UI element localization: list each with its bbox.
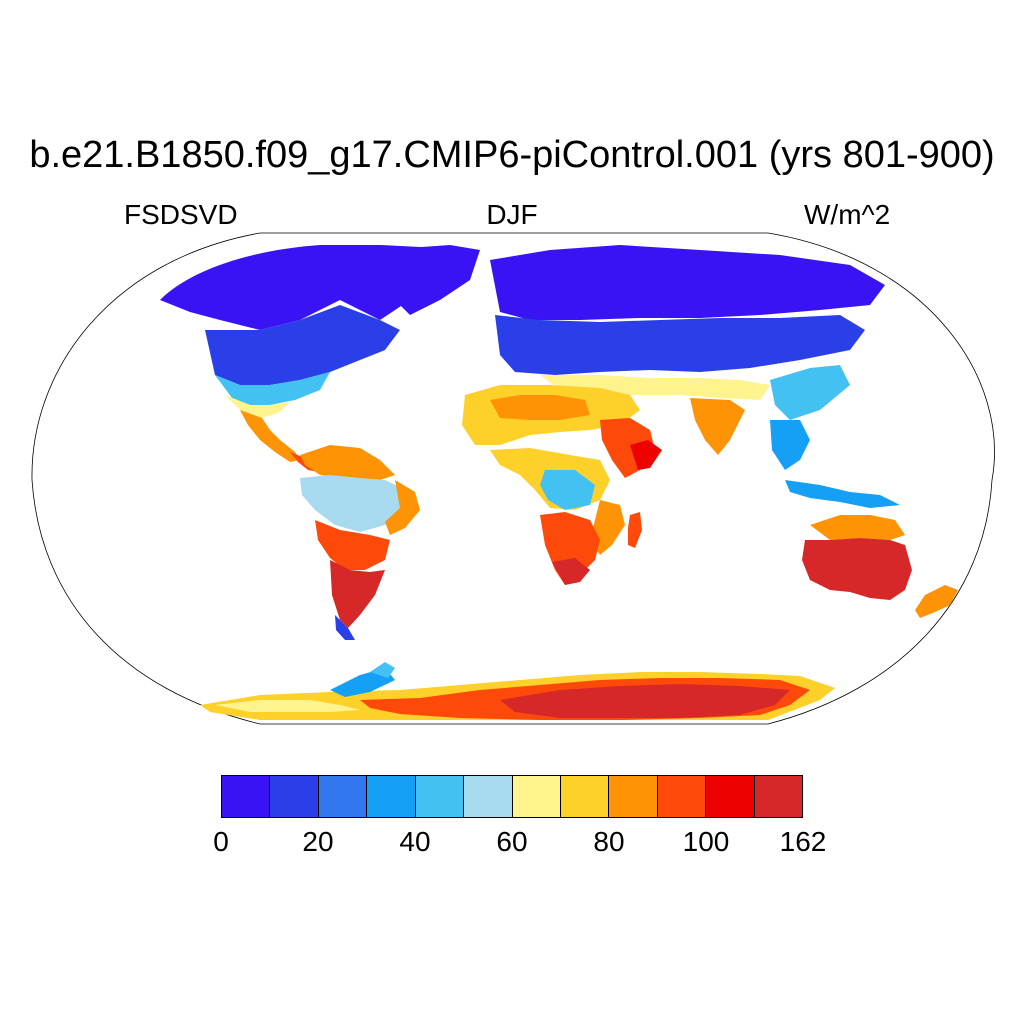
antarctic-peninsula: [330, 668, 395, 697]
units-label: W/m^2: [804, 199, 891, 230]
new-zealand: [915, 585, 958, 618]
colorbar-box: [270, 776, 319, 817]
colorbar-box: [318, 776, 368, 817]
colorbar-box: [464, 776, 513, 817]
colorbar-box: [609, 776, 658, 817]
south-america-amazon: [300, 475, 410, 532]
colorbar-tick-label: 20: [302, 826, 334, 857]
sahara-core: [490, 395, 590, 420]
colorbar-tick-label: 40: [399, 826, 431, 857]
southeast-asia: [770, 420, 810, 470]
south-america-east: [385, 480, 420, 535]
north-america-south: [215, 372, 330, 405]
madagascar: [628, 512, 642, 548]
patagonia-tip: [335, 615, 355, 640]
east-asia: [770, 365, 850, 420]
colorbar-box: [415, 776, 465, 817]
colorbar-tick-label: 60: [496, 826, 528, 857]
horn-of-africa: [630, 440, 662, 470]
colorbar-tick-label: 80: [593, 826, 625, 857]
antarctica-west: [215, 700, 360, 712]
colorbar-box: [367, 776, 416, 817]
congo-basin: [540, 470, 595, 510]
mexico: [240, 410, 300, 462]
north-america-mid: [205, 305, 400, 385]
south-america-north: [300, 445, 395, 480]
colorbar-tick-label: 100: [682, 826, 730, 857]
map-title: b.e21.B1850.f09_g17.CMIP6-piControl.001 …: [29, 134, 995, 176]
colorbar: [221, 775, 803, 818]
colorbar-tick-label: 0: [213, 826, 229, 857]
antarctica-core: [500, 684, 790, 718]
season-label: DJF: [486, 199, 538, 230]
eurasia-polar: [490, 245, 885, 320]
australia-north: [810, 515, 905, 540]
colorbar-box: [512, 776, 561, 817]
eurasia-mid: [495, 315, 865, 375]
south-america-central: [315, 520, 390, 570]
south-america-south: [330, 560, 385, 628]
variable-label: FSDSVD: [124, 199, 238, 230]
colorbar-box: [657, 776, 707, 817]
indonesia: [785, 480, 900, 508]
australia-center: [802, 538, 912, 600]
south-africa-tip: [552, 558, 590, 585]
colorbar-box: [222, 776, 271, 817]
greenland: [380, 245, 480, 315]
colorbar-box: [754, 776, 803, 817]
colorbar-box: [706, 776, 755, 817]
india: [690, 398, 745, 455]
antarctic-peninsula-tip: [370, 662, 395, 678]
colorbar-box: [560, 776, 610, 817]
colorbar-tick-label: 162: [779, 826, 827, 857]
us-south: [225, 395, 290, 418]
